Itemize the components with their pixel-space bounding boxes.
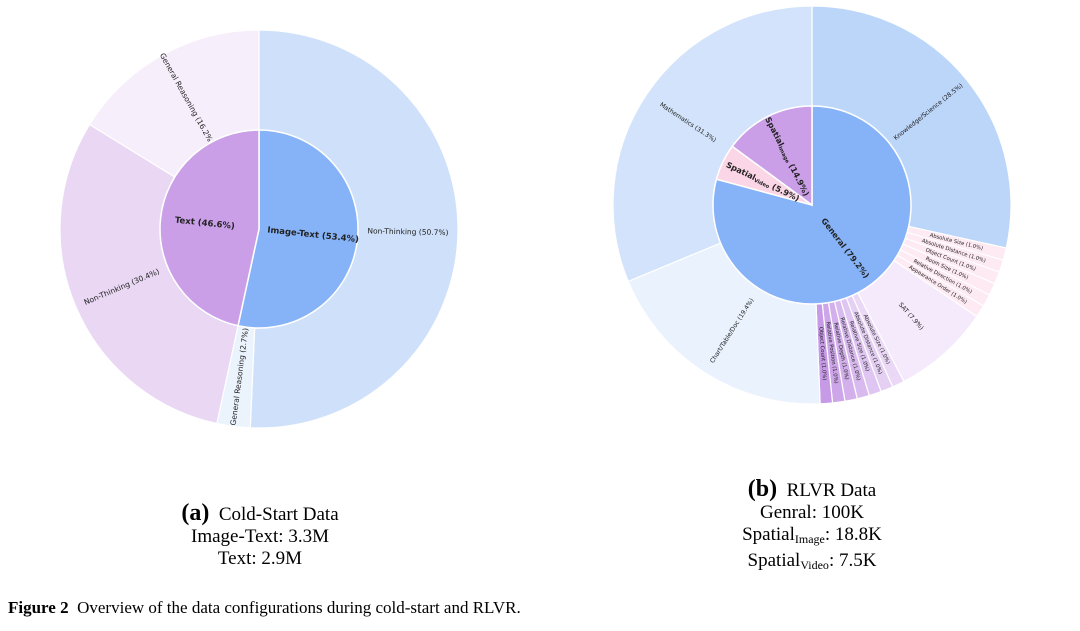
caption-b-letter: (b)	[747, 476, 778, 502]
figure-caption-label: Figure 2	[8, 598, 69, 617]
inner-wedge-spatialvideo	[715, 145, 813, 206]
sunburst-chart-cold-start: Non-Thinking (50.7%)General Reasoning (2…	[59, 29, 459, 429]
caption-rlvr: (b) RLVR Data Genral: 100K SpatialImage:…	[662, 476, 962, 576]
caption-a-title: Cold-Start Data	[218, 504, 339, 525]
caption-a-text: Text: 2.9M	[217, 548, 303, 569]
caption-b-spatial-image: SpatialImage: 18.8K	[742, 524, 882, 546]
outer-label-object-count-1-0: Object Count (1.0%)	[817, 327, 827, 381]
figure-caption: Figure 2 Overview of the data configurat…	[8, 598, 521, 618]
caption-a-letter: (a)	[181, 500, 210, 526]
inner-wedge-spatialimage	[731, 105, 813, 207]
caption-cold-start: (a) Cold-Start Data Image-Text: 3.3M Tex…	[110, 500, 410, 570]
caption-a-image-text: Image-Text: 3.3M	[191, 526, 329, 547]
outer-label-non-thinking-50-7: Non-Thinking (50.7%)	[367, 226, 448, 237]
inner-wedge-image-text-53-4	[237, 129, 359, 329]
caption-b-spatial-video: SpatialVideo: 7.5K	[747, 550, 877, 572]
caption-b-title: RLVR Data	[786, 480, 877, 501]
sunburst-chart-rlvr: Knowledge/Science (28.5%)Absolute Size (…	[612, 5, 1012, 405]
caption-b-general: Genral: 100K	[760, 502, 864, 523]
inner-wedge-text-46-6	[159, 129, 260, 327]
figure-caption-text: Overview of the data configurations duri…	[77, 598, 521, 617]
